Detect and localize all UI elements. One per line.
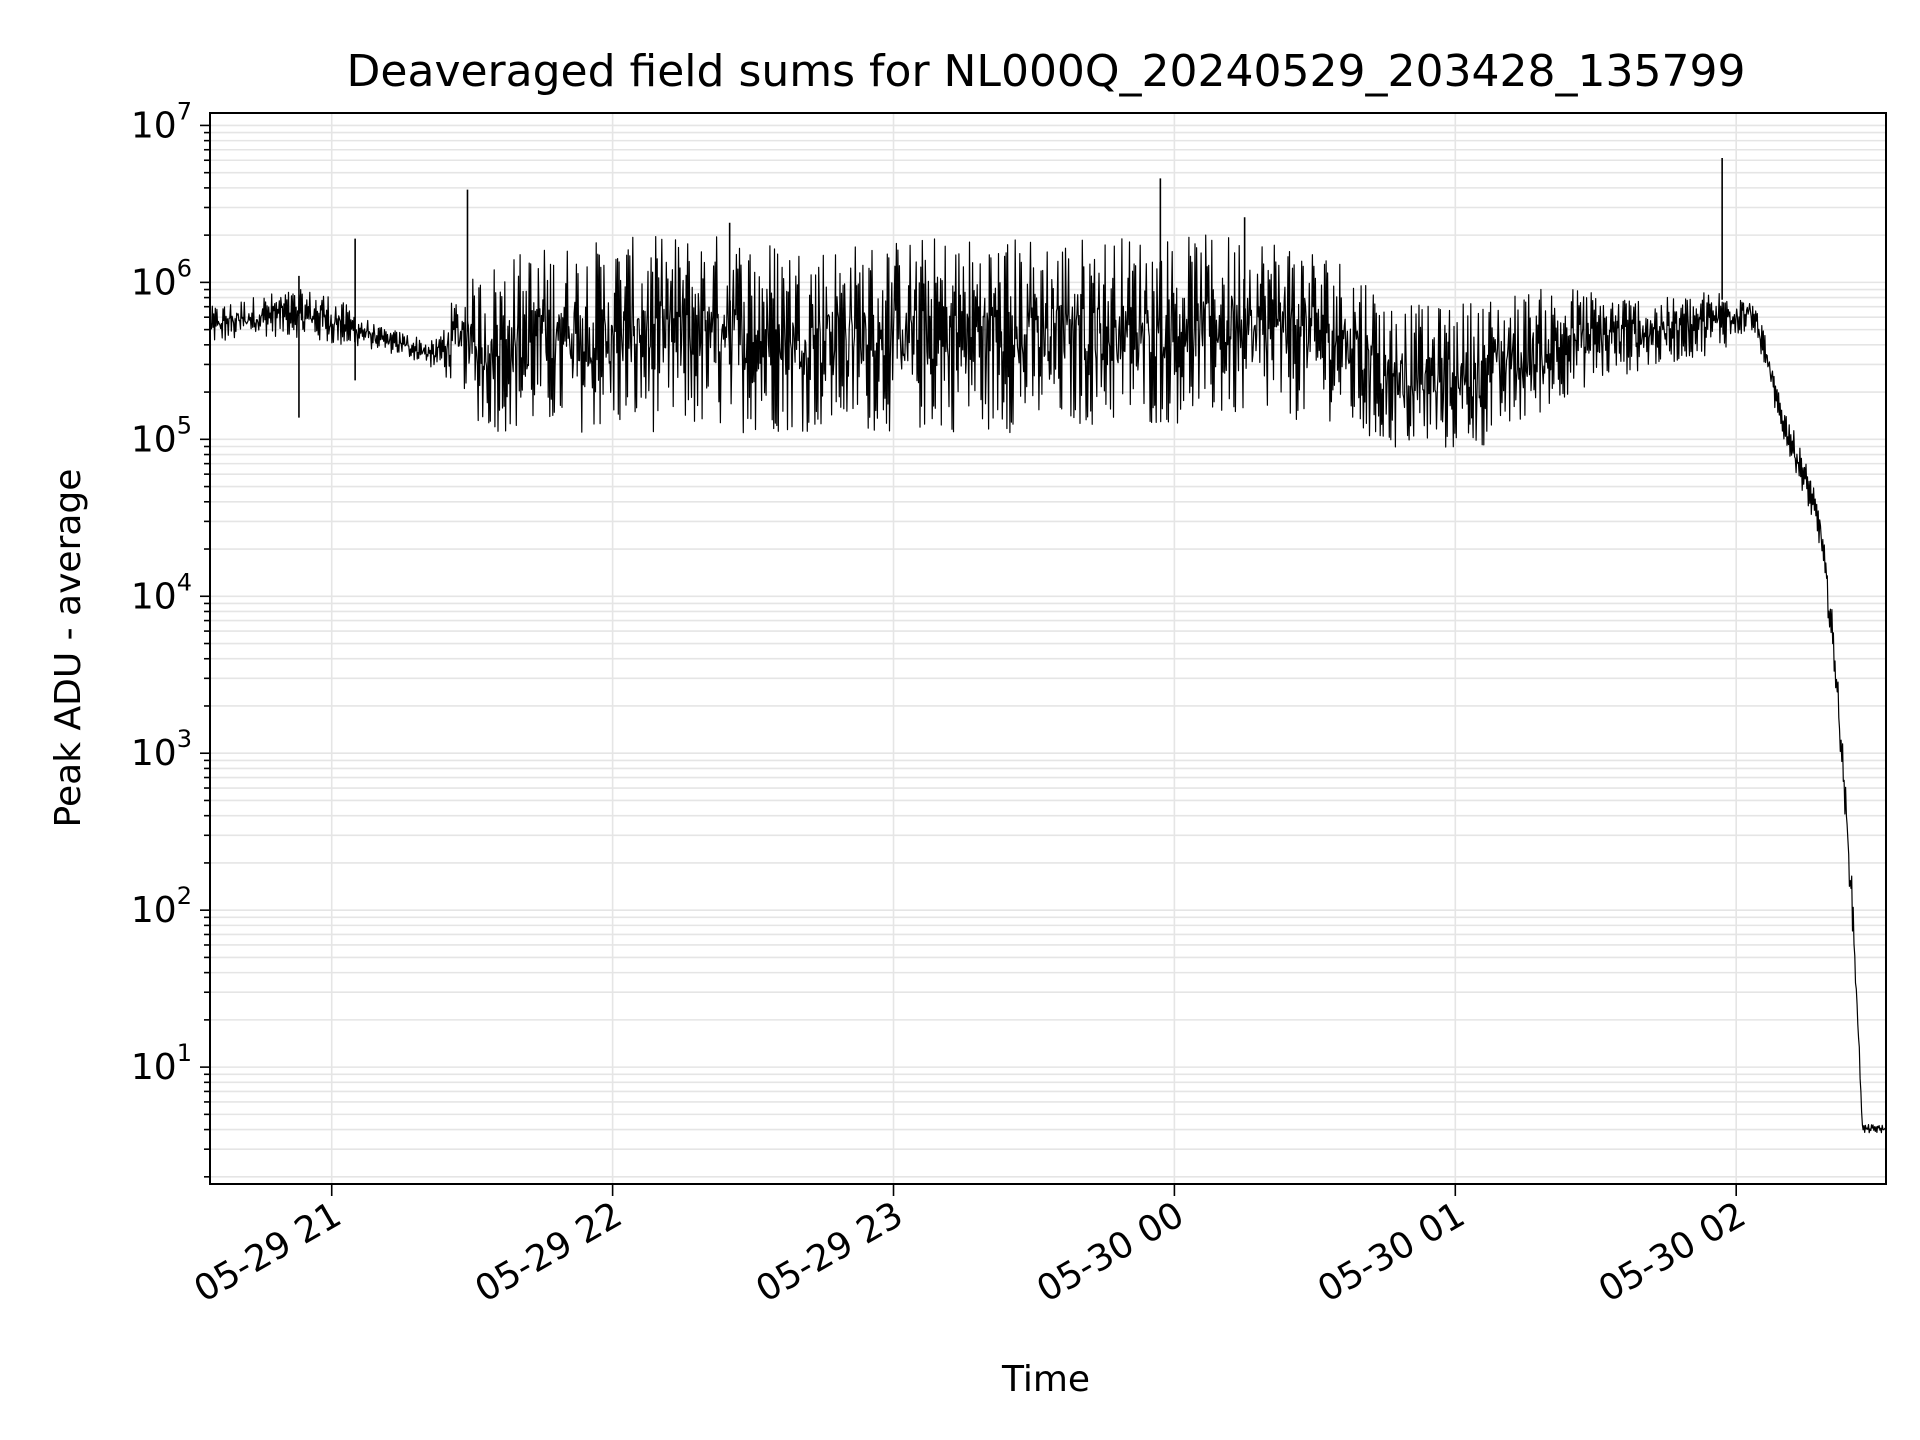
y-tick-label: 107 (131, 97, 192, 146)
grid-layer (210, 113, 1886, 1184)
y-tick-base: 10 (131, 419, 177, 460)
y-tick-base: 10 (131, 105, 177, 146)
y-tick-label: 101 (131, 1039, 192, 1088)
y-tick-label: 105 (131, 411, 192, 460)
y-tick-label: 102 (131, 882, 192, 931)
y-tick-label: 103 (131, 725, 192, 774)
y-tick-exponent: 5 (177, 411, 192, 439)
y-tick-label: 106 (131, 254, 192, 303)
y-axis-label: Peak ADU - average (48, 469, 89, 828)
y-tick-label: 104 (131, 568, 192, 617)
y-tick-exponent: 6 (177, 254, 192, 282)
chart-title: Deaveraged field sums for NL000Q_2024052… (347, 46, 1746, 97)
y-tick-exponent: 1 (177, 1039, 192, 1067)
y-tick-base: 10 (131, 890, 177, 931)
y-tick-exponent: 2 (177, 882, 192, 910)
y-tick-exponent: 4 (177, 568, 192, 596)
plot-frame (209, 112, 1887, 1185)
y-tick-base: 10 (131, 733, 177, 774)
y-tick-exponent: 3 (177, 725, 192, 753)
y-tick-base: 10 (131, 576, 177, 617)
x-axis-label: Time (1001, 1359, 1090, 1400)
series-line (209, 234, 1886, 1134)
line-layer (209, 158, 1886, 1134)
y-tick-base: 10 (131, 1047, 177, 1088)
y-tick-base: 10 (131, 262, 177, 303)
y-tick-exponent: 7 (177, 97, 192, 125)
